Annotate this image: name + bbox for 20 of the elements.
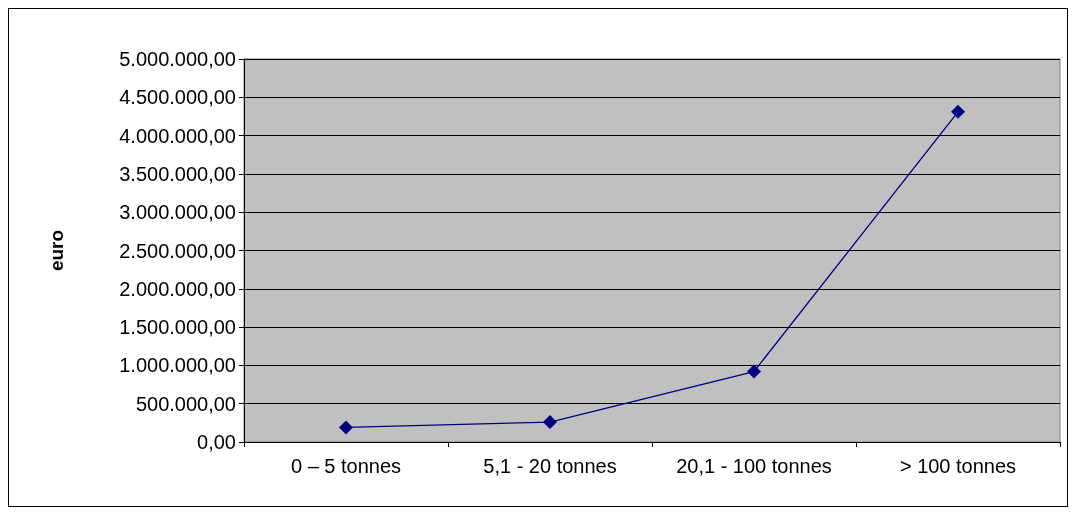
x-tick-label: 20,1 - 100 tonnes (676, 455, 832, 477)
point (747, 364, 761, 379)
x-tick-label: > 100 tonnes (899, 455, 1017, 477)
y-tick-label: 0,00 (197, 431, 236, 453)
point (339, 420, 353, 435)
y-tick-label: 1.500.000,00 (119, 316, 236, 339)
y-tick-label: 2.000.000,00 (119, 277, 236, 300)
y-tick-label: 4.500.000,00 (119, 86, 236, 109)
point (951, 104, 965, 119)
y-tick-label: 1.000.000,00 (119, 354, 236, 377)
y-tick-label: 2.500.000,00 (119, 239, 236, 262)
point (543, 415, 557, 430)
x-tick-label: 0 – 5 tonnes (290, 455, 402, 477)
y-tick-label: 500.000,00 (135, 392, 236, 415)
y-tick-label: 3.500.000,00 (119, 162, 236, 185)
y-tick-label: 5.000.000,00 (119, 48, 236, 70)
y-tick-label: 4.000.000,00 (119, 124, 236, 147)
y-axis-title: euro (46, 229, 67, 272)
y-tick-label: 3.000.000,00 (119, 201, 236, 224)
x-tick-label: 5,1 - 20 tonnes (483, 455, 617, 477)
